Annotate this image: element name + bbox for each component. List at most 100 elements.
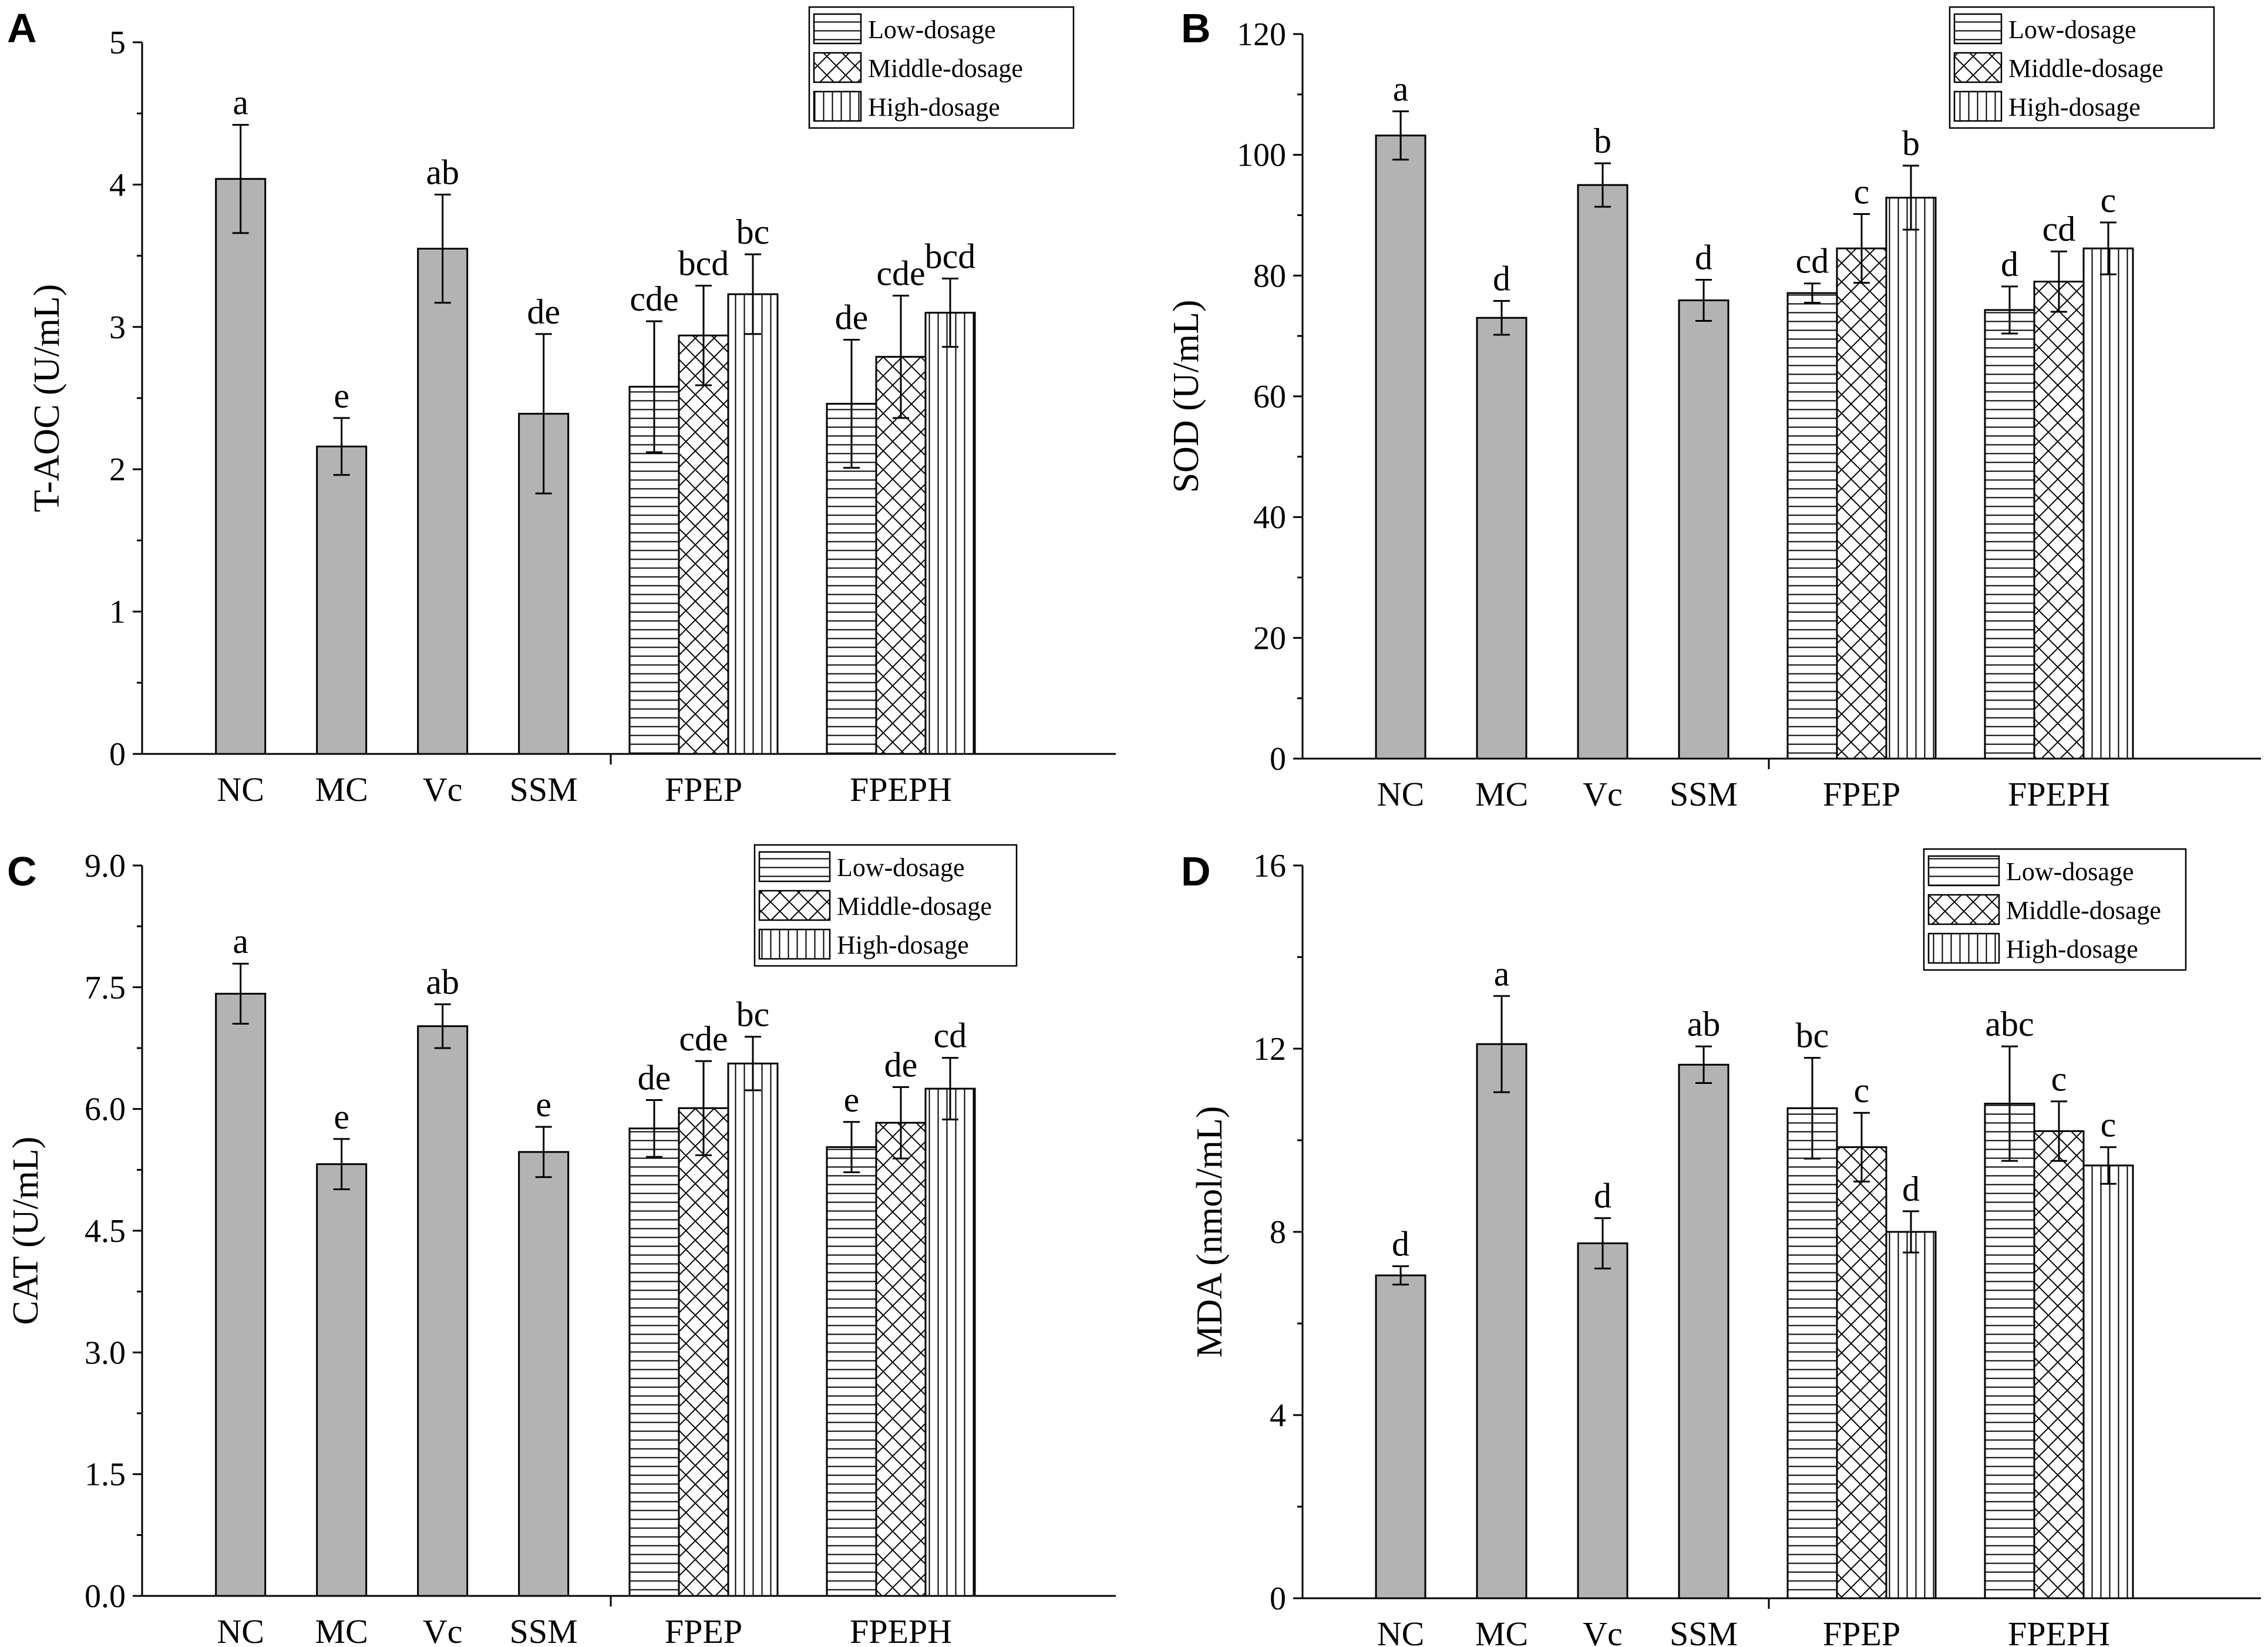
legend-label: High-dosage [868, 93, 1000, 122]
bar-fpep-middle-dosage [678, 1107, 729, 1597]
legend-swatch [758, 928, 831, 960]
y-tick-label: 12 [1253, 1031, 1286, 1067]
bar-fpeph-high-dosage [2082, 1164, 2134, 1599]
significance-label: d [1902, 1170, 1920, 1208]
bar-fpep-high-dosage [1885, 1231, 1937, 1599]
significance-label: bc [1796, 1016, 1829, 1055]
x-category-label: Vc [423, 770, 463, 809]
significance-label: e [334, 376, 349, 415]
x-category-label: Vc [423, 1612, 463, 1647]
legend-swatch [758, 890, 831, 921]
bar-fpeph-high-dosage [924, 1087, 976, 1597]
significance-label: ab [1687, 1005, 1721, 1043]
bar-fpeph-high-dosage [924, 312, 976, 755]
significance-label: c [2101, 1106, 2116, 1144]
panel-b: B 0 20 40 60 80 100 120 SOD (U/mL) NC MC Vc SSM FPEP F… [1166, 5, 2261, 813]
legend-swatch [1953, 52, 2003, 83]
panel-letter: C [7, 848, 37, 894]
y-tick-label: 0 [109, 736, 126, 773]
x-category-label: FPEP [665, 770, 742, 809]
bar-nc [215, 178, 267, 755]
significance-label: de [835, 298, 869, 337]
significance-label: a [233, 922, 248, 961]
significance-label: de [638, 1058, 671, 1097]
bar-ssm [518, 1151, 570, 1597]
bar-fpeph-middle-dosage [875, 1121, 927, 1597]
bar-vc [1577, 184, 1628, 760]
significance-label: ab [426, 153, 459, 191]
y-tick-label: 8 [1270, 1214, 1286, 1251]
panel-letter: D [1181, 848, 1211, 894]
y-tick-label: 5 [109, 25, 126, 61]
legend-swatch [1953, 13, 2003, 45]
legend-swatch [758, 851, 831, 883]
bar-fpep-low-dosage [1786, 1107, 1838, 1599]
bar-fpeph-low-dosage [1984, 1103, 2035, 1599]
bar-ssm [1678, 1063, 1729, 1599]
y-tick-label: 100 [1237, 137, 1286, 174]
y-tick-label: 4.5 [85, 1213, 126, 1249]
x-category-label: NC [217, 770, 264, 809]
panel-d: D 0 4 8 12 16 MDA (nmol/mL) NC MC Vc SSM FPEP FPEPH d… [1181, 848, 2261, 1647]
bar-fpeph-high-dosage [2082, 247, 2134, 760]
y-tick-label: 20 [1253, 620, 1286, 656]
x-category-label: FPEPH [2008, 775, 2110, 813]
significance-label: ab [426, 962, 459, 1001]
legend-label: Middle-dosage [837, 892, 992, 921]
bar-ssm [1678, 299, 1729, 760]
bar-fpep-middle-dosage [1836, 247, 1887, 760]
significance-label: b [1902, 124, 1920, 163]
legend-label: Middle-dosage [868, 54, 1023, 83]
x-category-label: SSM [510, 770, 578, 809]
y-tick-label: 6.0 [85, 1092, 126, 1128]
legend-swatch [813, 90, 862, 122]
x-category-label: Vc [1583, 1615, 1623, 1647]
y-tick-label: 4 [109, 167, 126, 203]
y-tick-label: 2 [109, 452, 126, 488]
panel-letter: A [7, 5, 37, 51]
x-category-label: FPEP [1823, 775, 1900, 813]
x-category-label: NC [1377, 1615, 1425, 1647]
significance-label: d [1392, 1225, 1409, 1264]
legend-label: Middle-dosage [2008, 54, 2163, 83]
bar-fpep-middle-dosage [678, 334, 729, 755]
x-category-label: MC [315, 1612, 368, 1647]
significance-label: e [844, 1080, 860, 1119]
significance-label: e [536, 1085, 551, 1124]
significance-label: a [1393, 70, 1409, 109]
x-category-label: FPEP [1823, 1615, 1900, 1647]
significance-label: b [1594, 122, 1611, 160]
bar-mc [316, 445, 368, 755]
legend-label: Low-dosage [837, 853, 965, 882]
y-axis-title: MDA (nmol/mL) [1190, 1106, 1230, 1358]
legend: Low-dosage Middle-dosage High-dosage [808, 6, 1075, 129]
x-category-label: NC [1377, 775, 1425, 813]
legend-swatch [1927, 894, 2000, 925]
y-tick-label: 1.5 [85, 1457, 126, 1493]
significance-label: bc [736, 213, 770, 251]
y-tick-label: 3.0 [85, 1335, 126, 1371]
significance-label: bcd [925, 237, 976, 275]
x-category-label: MC [1475, 775, 1528, 813]
bar-fpep-middle-dosage [1836, 1146, 1887, 1599]
significance-label: c [1854, 1071, 1870, 1110]
bar-fpep-high-dosage [727, 293, 779, 755]
significance-label: a [1494, 954, 1510, 993]
legend: Low-dosage Middle-dosage High-dosage [1923, 848, 2187, 971]
bar-mc [1476, 1043, 1527, 1599]
legend-label: Middle-dosage [2006, 896, 2161, 925]
legend-swatch [1927, 932, 2000, 964]
x-category-label: Vc [1583, 775, 1623, 813]
legend-swatch [813, 52, 862, 83]
significance-label: c [2051, 1060, 2067, 1099]
significance-label: d [2001, 245, 2018, 284]
bar-vc [1577, 1242, 1628, 1599]
significance-label: bcd [678, 244, 729, 283]
significance-label: d [1493, 260, 1510, 298]
bar-mc [316, 1163, 368, 1597]
legend-swatch [813, 13, 862, 45]
significance-label: cd [934, 1016, 967, 1055]
x-category-label: FPEPH [850, 1612, 952, 1647]
bar-fpep-high-dosage [727, 1062, 779, 1597]
y-tick-label: 60 [1253, 379, 1286, 415]
